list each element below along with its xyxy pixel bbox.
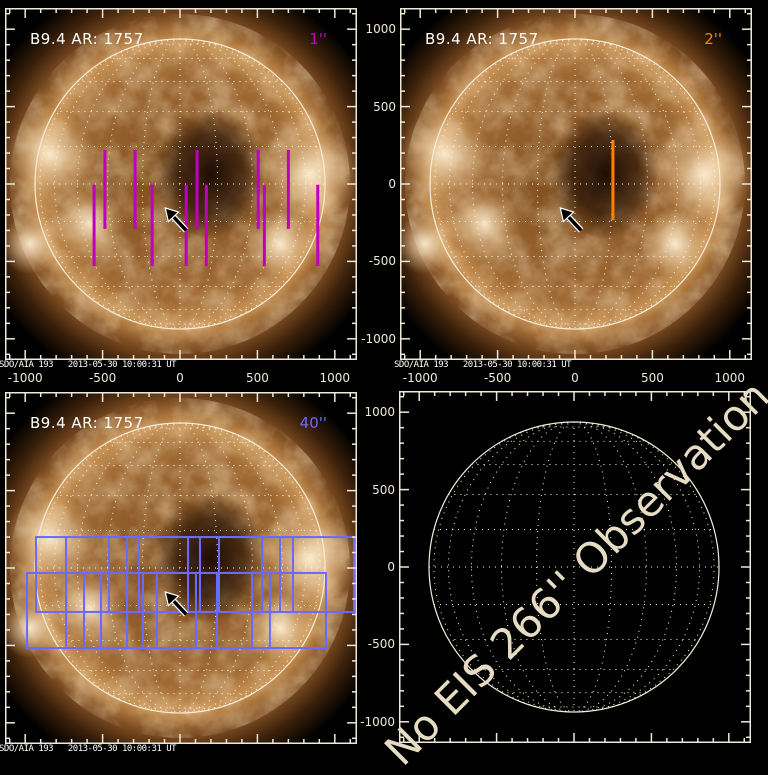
y-tick-label: 500 [372,482,395,497]
x-tick-label: 1000 [714,371,746,385]
image-timestamp-footer: SDO/AIA 193 2013-05-30 10:00:31 UT [0,360,177,370]
coronal-hole [155,493,265,623]
heliographic-grid [35,38,325,330]
y-tick-label: 1000 [365,22,396,37]
axes-frame [399,391,751,743]
x-tick-label: 500 [245,371,269,385]
eis-raster-box [261,536,295,613]
image-timestamp-footer: SDO/AIA 193 2013-05-30 10:00:31 UT [0,744,177,754]
panel-title: B9.4 AR: 1757 [30,414,144,432]
y-tick-label: -1000 [361,331,396,346]
panel-bottom-right-no-observation: 1000 500 0 -500 -1000 [360,391,751,743]
x-tick-label: -500 [88,371,117,385]
panel-title: B9.4 AR: 1757 [30,30,144,48]
coronal-hole [155,109,265,239]
solar-limb [429,38,721,330]
y-tick-label: -1000 [360,714,395,729]
y-tick-label: -500 [368,254,396,269]
slit-width-label: 1'' [309,30,327,48]
x-tick-label: 1000 [319,371,351,385]
flare-location-arrow-icon [559,207,584,233]
y-tick-label: 0 [388,177,396,191]
bright-region [5,214,60,274]
y-tick-label: 500 [373,99,396,114]
x-tick-label: -500 [483,371,512,385]
axes-frame [400,8,752,360]
bright-region [245,209,315,279]
bright-region [260,124,357,224]
axes-frame [5,392,357,744]
bright-region [640,209,710,279]
eis-raster-box [279,536,355,613]
panel-title: B9.4 AR: 1757 [425,30,539,48]
solar-limb [428,421,720,713]
x-tick-label: -1000 [402,371,438,385]
flare-location-arrow-icon [164,207,189,233]
solar-limb [34,38,326,330]
bright-region [55,189,125,259]
y-tick-label: -500 [367,637,395,652]
bright-region [400,214,455,274]
x-tick-label: 0 [176,371,184,385]
bright-region [450,189,520,259]
bright-region [5,109,95,199]
heliographic-grid [35,422,325,714]
solar-limb [34,422,326,714]
bright-region [400,109,490,199]
solar-image-plot [399,391,751,743]
panel-top-left-1arcsec-slits: B9.4 AR: 1757 1'' SDO/AIA 193 2013-05-30 1… [0,8,357,385]
x-tick-label: -1000 [7,371,43,385]
eis-raster-box [250,571,327,650]
y-tick-label: 1000 [364,405,395,420]
solar-image-plot [5,392,357,744]
axes-frame [5,8,357,360]
bright-region [55,573,125,643]
panel-bottom-left-40arcsec-rasters: B9.4 AR: 1757 40'' SDO/AIA 193 2013-05-30 … [0,392,357,754]
coronal-hole [550,109,660,239]
heliographic-grid [429,421,719,713]
slit-width-label: 40'' [299,414,327,432]
flare-location-arrow-icon [164,591,189,617]
y-tick-label: 0 [387,560,395,574]
bright-region [5,598,60,658]
slit-width-label: 2'' [704,30,722,48]
solar-image-plot [5,8,357,360]
bright-region [260,508,357,608]
x-tick-label: 500 [640,371,664,385]
solar-image-plot [400,8,752,360]
panel-top-right-2arcsec-slit: B9.4 AR: 1757 2'' SDO/AIA 193 2013-05-30 1… [361,8,752,385]
eis-raster-box [215,571,271,650]
bright-region [655,124,752,224]
x-tick-label: 0 [571,371,579,385]
image-timestamp-footer: SDO/AIA 193 2013-05-30 10:00:31 UT [394,360,572,370]
